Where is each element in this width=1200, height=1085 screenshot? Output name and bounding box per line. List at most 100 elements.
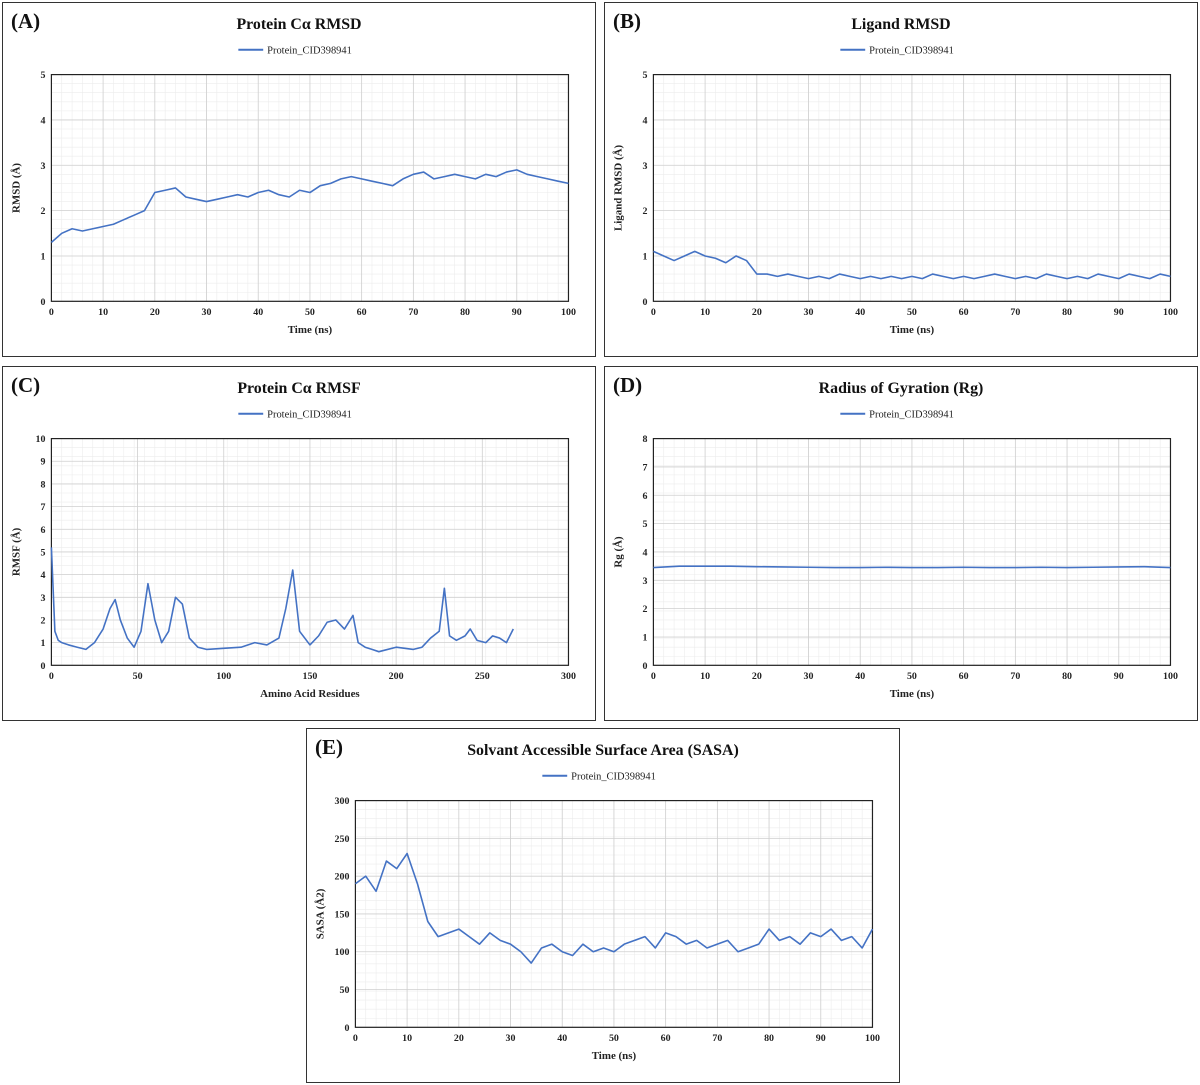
y-tick-label: 0 — [642, 297, 647, 308]
y-tick-label: 250 — [335, 834, 350, 845]
x-tick-label: 80 — [1062, 307, 1072, 318]
x-tick-label: 30 — [202, 307, 212, 318]
x-tick-label: 50 — [907, 307, 917, 318]
y-tick-label: 4 — [642, 115, 647, 126]
panel-label: (E) — [315, 735, 343, 759]
y-tick-label: 3 — [642, 161, 647, 172]
series-line — [354, 852, 874, 964]
y-tick-label: 5 — [642, 70, 647, 81]
y-tick-label: 4 — [642, 547, 647, 558]
y-tick-label: 200 — [335, 872, 350, 883]
panel-label: (D) — [613, 373, 643, 397]
panel-label: (B) — [613, 9, 641, 33]
legend-label: Protein_CID398941 — [267, 46, 352, 57]
x-tick-label: 0 — [353, 1033, 358, 1044]
panel-b: (B) Ligand RMSD 0 10 20 30 40 50 60 70 80 90 100 0 1 2… — [604, 2, 1198, 357]
x-tick-label: 30 — [506, 1033, 516, 1044]
series-line — [50, 169, 569, 243]
plot-area — [354, 799, 874, 1028]
x-tick-label: 20 — [454, 1033, 464, 1044]
x-tick-label: 10 — [700, 671, 710, 682]
x-tick-label: 10 — [700, 307, 710, 318]
x-tick-label: 70 — [1010, 671, 1020, 682]
x-tick-label: 0 — [49, 307, 54, 318]
y-tick-label: 0 — [40, 297, 45, 308]
x-tick-label: 60 — [959, 671, 969, 682]
y-axis-label: RMSD (Å) — [11, 163, 23, 213]
y-tick-label: 1 — [40, 638, 45, 649]
x-tick-label: 80 — [764, 1033, 774, 1044]
x-tick-label: 100 — [561, 307, 576, 318]
legend-label: Protein_CID398941 — [267, 410, 352, 421]
chart-d: Radius of Gyration (Rg)0 10 20 30 40 50 60 70 80… — [613, 380, 1178, 700]
x-tick-label: 100 — [1163, 307, 1178, 318]
chart-b: Ligand RMSD 0 10 20 30 40 50 60 70 80 90 100 0 1 2 3 4 5 T… — [613, 16, 1178, 336]
x-tick-label: 300 — [561, 671, 576, 682]
series-line — [653, 250, 1171, 280]
y-tick-label: 9 — [40, 457, 45, 468]
x-tick-label: 20 — [150, 307, 160, 318]
x-tick-label: 90 — [512, 307, 522, 318]
x-tick-label: 20 — [752, 307, 762, 318]
panel-label: (A) — [11, 9, 41, 33]
x-tick-label: 60 — [357, 307, 367, 318]
y-tick-label: 5 — [642, 519, 647, 530]
chart-title: Radius of Gyration (Rg) — [819, 380, 984, 397]
x-tick-label: 10 — [98, 307, 108, 318]
x-tick-label: 70 — [408, 307, 418, 318]
x-tick-label: 50 — [907, 671, 917, 682]
x-tick-label: 60 — [959, 307, 969, 318]
y-tick-label: 7 — [40, 502, 45, 513]
x-tick-label: 20 — [752, 671, 762, 682]
y-tick-label: 0 — [642, 661, 647, 672]
chart-c: Protein Cα RMSF 0 50 100 150 200 250 300 0 1 2 3 4 5 6… — [11, 380, 576, 700]
y-tick-label: 8 — [642, 434, 647, 445]
y-tick-label: 5 — [40, 547, 45, 558]
legend-label: Protein_CID398941 — [869, 46, 954, 57]
y-axis-label: RMSF (Å) — [11, 527, 23, 576]
x-tick-label: 60 — [661, 1033, 671, 1044]
panel-a: (A) Protein Cα RMSD 0 10 20 30 40 50 60 70 80 90 10… — [2, 2, 596, 357]
y-tick-label: 0 — [40, 661, 45, 672]
x-axis-label: Time (ns) — [890, 688, 935, 700]
x-tick-label: 90 — [816, 1033, 826, 1044]
x-tick-label: 80 — [460, 307, 470, 318]
y-tick-label: 6 — [642, 491, 647, 502]
series-line — [50, 547, 514, 653]
y-tick-label: 1 — [40, 251, 45, 262]
x-tick-label: 0 — [651, 307, 656, 318]
x-tick-label: 50 — [133, 671, 143, 682]
y-tick-label: 4 — [40, 115, 45, 126]
x-axis-label: Amino Acid Residues — [260, 688, 360, 700]
x-tick-label: 70 — [1010, 307, 1020, 318]
x-tick-label: 0 — [651, 671, 656, 682]
y-tick-label: 5 — [40, 70, 45, 81]
x-tick-label: 30 — [804, 307, 814, 318]
x-axis-label: Time (ns) — [288, 324, 333, 336]
plot-area — [652, 437, 1172, 666]
y-tick-label: 1 — [642, 632, 647, 643]
y-tick-label: 2 — [40, 615, 45, 626]
chart-e: Solvant Accessible Surface Area (SASA) 0 1… — [315, 742, 880, 1062]
plot-area — [50, 73, 570, 302]
y-axis-label: SASA (Å2) — [315, 888, 327, 939]
y-axis-label: Rg (Å) — [613, 536, 625, 568]
x-tick-label: 70 — [712, 1033, 722, 1044]
x-tick-label: 90 — [1114, 307, 1124, 318]
x-tick-label: 0 — [49, 671, 54, 682]
x-tick-label: 50 — [609, 1033, 619, 1044]
x-tick-label: 150 — [302, 671, 317, 682]
y-tick-label: 6 — [40, 525, 45, 536]
x-tick-label: 40 — [253, 307, 263, 318]
legend-label: Protein_CID398941 — [571, 772, 656, 783]
chart-title: Protein Cα RMSF — [237, 380, 360, 397]
x-tick-label: 100 — [216, 671, 231, 682]
panel-d: (D) Radius of Gyration (Rg) 0 10 20 30 40 50 60… — [604, 366, 1198, 721]
y-tick-label: 3 — [40, 593, 45, 604]
x-tick-label: 100 — [1163, 671, 1178, 682]
plot-area — [652, 73, 1172, 302]
x-tick-label: 10 — [402, 1033, 412, 1044]
y-tick-label: 2 — [642, 604, 647, 615]
y-tick-label: 300 — [335, 796, 350, 807]
chart-title: Protein Cα RMSD — [236, 16, 361, 33]
